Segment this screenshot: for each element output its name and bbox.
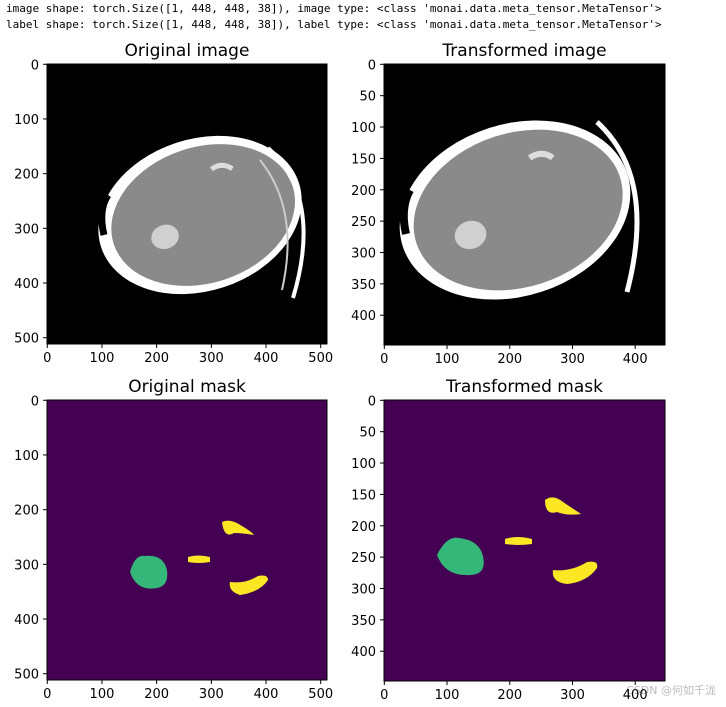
ct-image <box>47 64 327 344</box>
y-tick-label: 300 <box>351 246 376 261</box>
y-tick-label: 350 <box>351 278 376 293</box>
mask-image <box>384 400 665 681</box>
x-tick-label: 400 <box>254 351 279 366</box>
y-tick-label: 200 <box>351 184 376 199</box>
y-tick-label: 150 <box>351 488 376 503</box>
y-tick-label: 250 <box>351 215 376 230</box>
x-tick-label: 0 <box>43 687 51 702</box>
axes-frame <box>383 63 666 346</box>
axes-frame <box>46 63 328 345</box>
y-tick-label: 100 <box>14 449 39 464</box>
x-tick-label: 500 <box>308 687 333 702</box>
x-tick-label: 200 <box>497 688 522 702</box>
watermark: CSDN @何如千泷 <box>626 683 716 697</box>
x-tick-label: 300 <box>560 688 585 702</box>
y-tick-label: 400 <box>351 645 376 660</box>
y-tick-label: 100 <box>14 113 39 128</box>
mask-image <box>47 400 327 680</box>
y-tick-label: 300 <box>14 558 39 573</box>
x-tick-label: 300 <box>560 352 585 367</box>
y-tick-label: 400 <box>14 613 39 628</box>
y-tick-label: 150 <box>351 152 376 167</box>
y-tick-label: 0 <box>368 394 376 409</box>
y-tick-label: 500 <box>14 668 39 683</box>
x-tick-label: 0 <box>380 352 388 367</box>
x-tick-label: 400 <box>623 688 648 702</box>
y-tick-label: 200 <box>351 520 376 535</box>
y-tick-label: 200 <box>14 504 39 519</box>
y-tick-label: 0 <box>31 394 39 409</box>
x-tick-label: 0 <box>43 351 51 366</box>
y-tick-label: 250 <box>351 551 376 566</box>
axes-frame <box>46 399 328 681</box>
y-tick-label: 0 <box>368 58 376 73</box>
ct-image <box>384 64 665 345</box>
chart-title: Transformed image <box>441 41 606 61</box>
x-tick-label: 200 <box>497 352 522 367</box>
x-tick-label: 300 <box>199 351 224 366</box>
y-tick-label: 200 <box>14 168 39 183</box>
x-tick-label: 200 <box>144 351 169 366</box>
y-tick-label: 50 <box>359 426 376 441</box>
x-tick-label: 300 <box>199 687 224 702</box>
y-tick-label: 100 <box>351 121 376 136</box>
chart-title: Original mask <box>128 377 246 397</box>
axes-frame <box>383 399 666 682</box>
output-line: image shape: torch.Size([1, 448, 448, 38… <box>6 2 662 15</box>
y-tick-label: 350 <box>351 614 376 629</box>
y-tick-label: 0 <box>31 58 39 73</box>
chart-title: Original image <box>125 41 250 61</box>
y-tick-label: 100 <box>351 457 376 472</box>
y-tick-label: 500 <box>14 332 39 347</box>
chart-title: Transformed mask <box>445 377 603 397</box>
y-tick-label: 300 <box>14 222 39 237</box>
x-tick-label: 100 <box>435 352 460 367</box>
x-tick-label: 100 <box>435 688 460 702</box>
x-tick-label: 100 <box>90 351 115 366</box>
x-tick-label: 0 <box>380 688 388 702</box>
x-tick-label: 200 <box>144 687 169 702</box>
x-tick-label: 400 <box>623 352 648 367</box>
output-line: label shape: torch.Size([1, 448, 448, 38… <box>6 18 662 31</box>
y-tick-label: 400 <box>351 309 376 324</box>
x-tick-label: 500 <box>308 351 333 366</box>
x-tick-label: 100 <box>90 687 115 702</box>
y-tick-label: 300 <box>351 582 376 597</box>
y-tick-label: 50 <box>359 90 376 105</box>
y-tick-label: 400 <box>14 277 39 292</box>
x-tick-label: 400 <box>254 687 279 702</box>
